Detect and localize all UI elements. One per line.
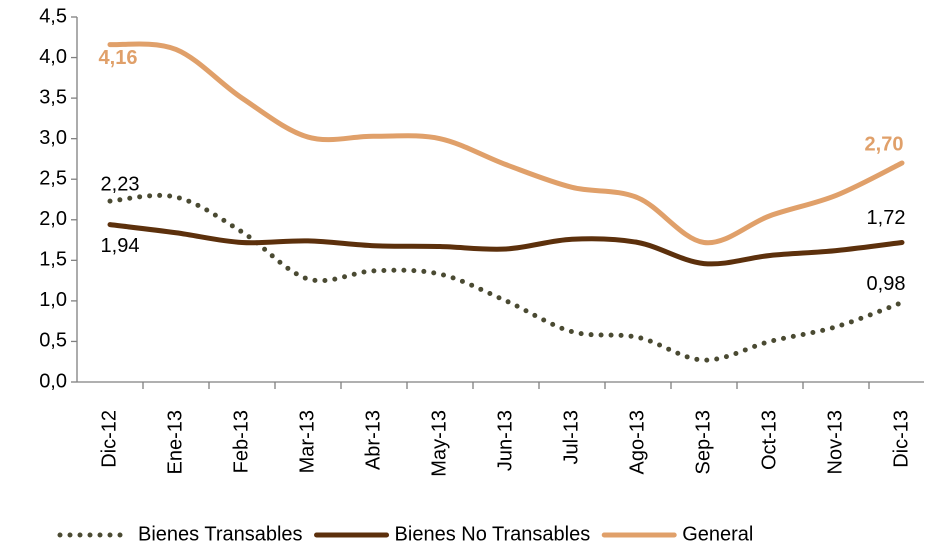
x-tick-label: Abr-13 bbox=[362, 410, 384, 470]
x-tick-label: Jun-13 bbox=[494, 410, 516, 471]
x-tick-label: Jul-13 bbox=[560, 410, 582, 464]
x-tick-label: Ene-13 bbox=[164, 410, 186, 475]
y-tick-label: 4,0 bbox=[39, 46, 67, 68]
x-tick-label: Ago-13 bbox=[626, 410, 648, 475]
x-tick-label: Mar-13 bbox=[296, 410, 318, 473]
data-label: 4,16 bbox=[99, 47, 138, 69]
y-tick-label: 0,5 bbox=[39, 330, 67, 352]
y-tick-label: 2,0 bbox=[39, 208, 67, 230]
line-series bbox=[107, 222, 905, 267]
x-tick-label: May-13 bbox=[428, 410, 450, 477]
y-tick-label: 1,0 bbox=[39, 289, 67, 311]
x-tick-label: Sep-13 bbox=[692, 410, 714, 475]
x-tick-label: Feb-13 bbox=[230, 410, 252, 473]
data-label: 2,23 bbox=[101, 173, 140, 195]
y-tick-label: 2,5 bbox=[39, 168, 67, 190]
data-label: 1,94 bbox=[101, 235, 140, 257]
legend-label: Bienes Transables bbox=[138, 523, 303, 545]
y-tick-label: 4,5 bbox=[39, 5, 67, 27]
x-tick-label: Dic-13 bbox=[890, 410, 912, 468]
line-series bbox=[107, 41, 905, 246]
legend-label: Bienes No Transables bbox=[395, 523, 591, 545]
legend-label: General bbox=[682, 523, 753, 545]
y-tick-label: 1,5 bbox=[39, 249, 67, 271]
line-series bbox=[107, 192, 905, 363]
data-label: 1,72 bbox=[867, 207, 906, 229]
x-tick-label: Nov-13 bbox=[824, 410, 846, 474]
y-tick-label: 3,0 bbox=[39, 127, 67, 149]
y-tick-label: 0,0 bbox=[39, 370, 67, 392]
x-tick-label: Oct-13 bbox=[758, 410, 780, 470]
data-label: 2,70 bbox=[865, 133, 904, 155]
x-tick-label: Dic-12 bbox=[98, 410, 120, 468]
data-label: 0,98 bbox=[867, 273, 906, 295]
y-tick-label: 3,5 bbox=[39, 86, 67, 108]
